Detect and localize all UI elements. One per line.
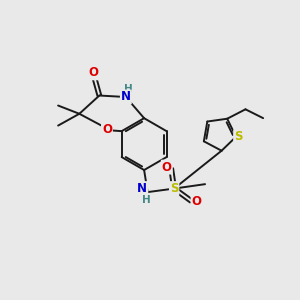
Text: H: H [124, 84, 133, 94]
Text: O: O [102, 123, 112, 136]
Text: S: S [234, 130, 243, 143]
Text: N: N [137, 182, 147, 195]
Text: O: O [191, 195, 202, 208]
Text: H: H [142, 195, 151, 205]
Text: O: O [162, 160, 172, 174]
Text: O: O [88, 66, 98, 80]
Text: N: N [121, 91, 131, 103]
Text: S: S [170, 182, 178, 195]
